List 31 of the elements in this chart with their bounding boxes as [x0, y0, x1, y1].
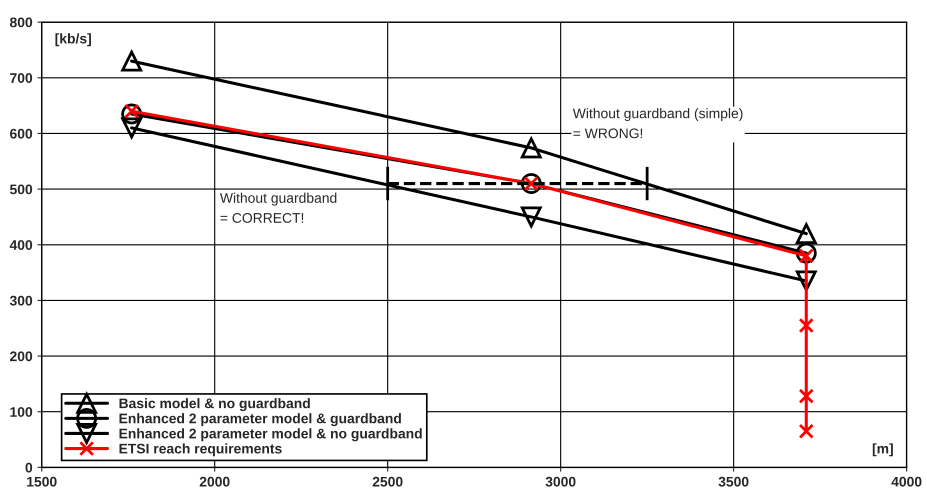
y-tick-label: 300 — [10, 296, 32, 306]
x-tick-label: 2500 — [372, 476, 403, 487]
y-tick-label: 800 — [10, 17, 32, 28]
point — [798, 388, 814, 404]
y-tick-label: 700 — [10, 73, 32, 83]
y-tick-label: 0 — [26, 462, 32, 473]
legend-label: Basic model & no guardband — [120, 398, 310, 412]
y-tick-label: 400 — [10, 240, 32, 250]
y-tick-label: 500 — [10, 184, 32, 194]
point — [798, 318, 814, 334]
point — [121, 117, 142, 138]
point — [520, 206, 542, 228]
legend-label: ETSI reach requirements — [120, 443, 282, 456]
y-tick-label: 600 — [10, 128, 32, 139]
point — [798, 424, 814, 439]
point — [520, 138, 542, 158]
x-tick-label: 4000 — [891, 476, 922, 487]
y-axis-title: [kb/s] — [55, 33, 91, 46]
x-tick-label: 3500 — [718, 476, 749, 487]
x-tick-label: 2000 — [200, 476, 230, 487]
legend-label: Enhanced 2 parameter model & no guardband — [120, 428, 422, 442]
x-axis-title: [m] — [872, 443, 893, 456]
point — [796, 223, 817, 244]
annotation: Without guardband = CORRECT! — [220, 192, 336, 223]
y-tick-label: 100 — [10, 407, 32, 417]
x-tick-label: 1500 — [27, 476, 57, 487]
annotation: Without guardband (simple) = WRONG! — [572, 108, 743, 138]
y-tick-label: 200 — [10, 351, 32, 362]
x-tick-label: 3000 — [546, 476, 576, 487]
legend-label: Enhanced 2 parameter model & guardband — [120, 413, 401, 426]
point — [121, 50, 142, 72]
